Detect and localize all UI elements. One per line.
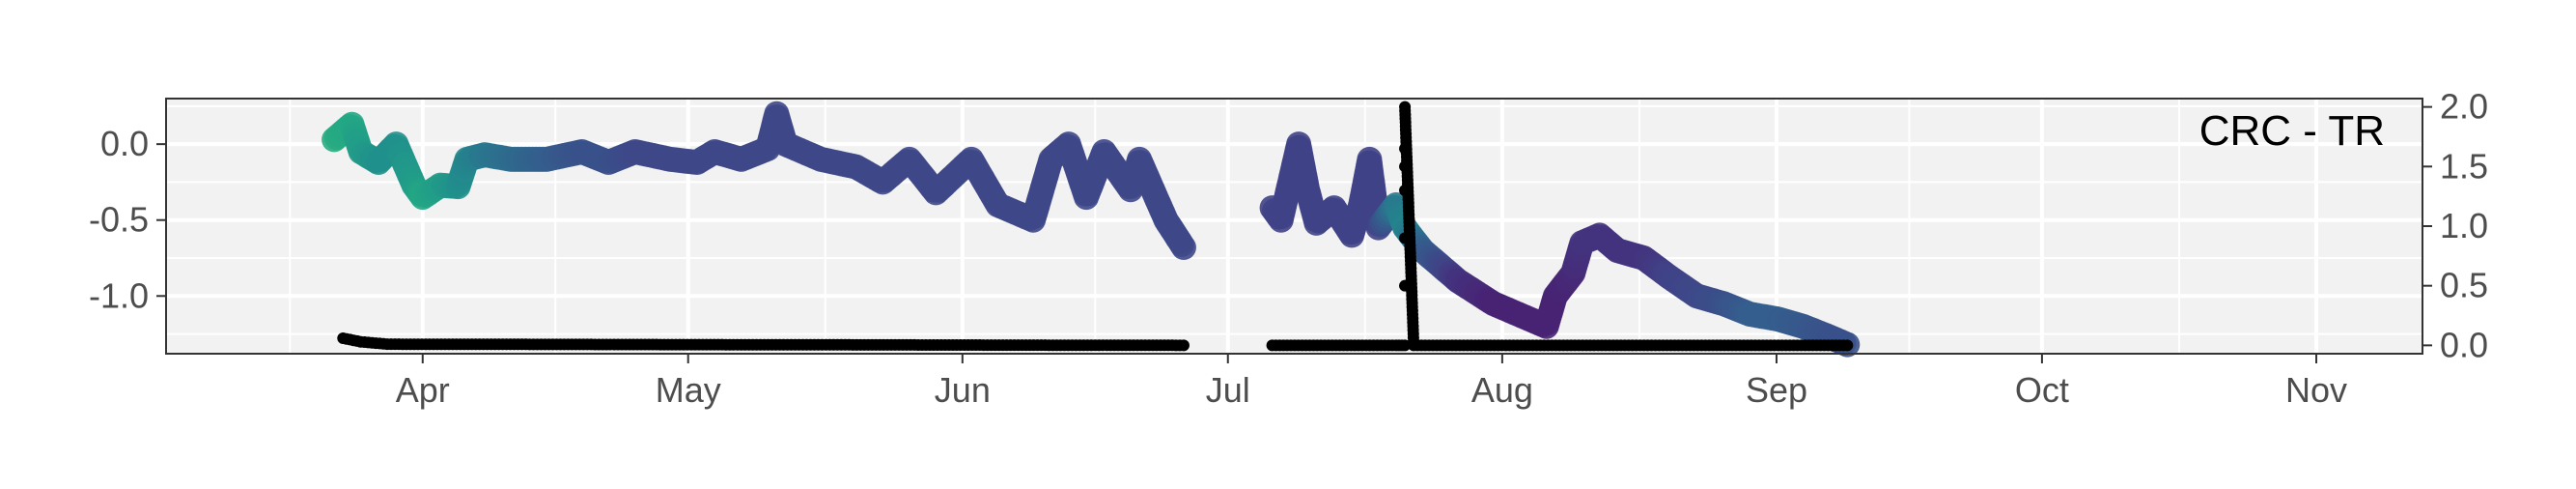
x-tick-label: Nov [2285, 370, 2347, 410]
y-right-tick-label: 0.5 [2440, 266, 2488, 305]
y-right-tick-label: 1.0 [2440, 206, 2488, 245]
y-right-tick-label: 1.5 [2440, 146, 2488, 186]
y-left-tick-label: -1.0 [89, 275, 149, 315]
y-right-tick-label: 0.0 [2440, 325, 2488, 364]
value-point [1170, 235, 1196, 260]
x-tick-label: Apr [396, 370, 450, 410]
count-point [1177, 339, 1190, 352]
y-right-tick-label: 2.0 [2440, 87, 2488, 127]
x-tick-label: Jul [1206, 370, 1250, 410]
value-series [322, 101, 1861, 358]
x-tick-label: May [656, 370, 721, 410]
panel-label: CRC - TR [2199, 107, 2385, 155]
x-tick-label: Oct [2015, 370, 2069, 410]
x-tick-label: Sep [1746, 370, 1807, 410]
count-series [337, 101, 1854, 352]
count-point [1399, 339, 1412, 352]
count-point [1841, 339, 1854, 352]
x-tick-label: Jun [935, 370, 991, 410]
y-left-tick-label: 0.0 [100, 124, 149, 163]
x-tick-label: Aug [1471, 370, 1533, 410]
axes: Apr May Jun Jul Aug Sep Oct Nov 0.0 -0.5 -1.0 0.0 0.… [89, 87, 2488, 410]
y-left-tick-label: -0.5 [89, 200, 149, 240]
